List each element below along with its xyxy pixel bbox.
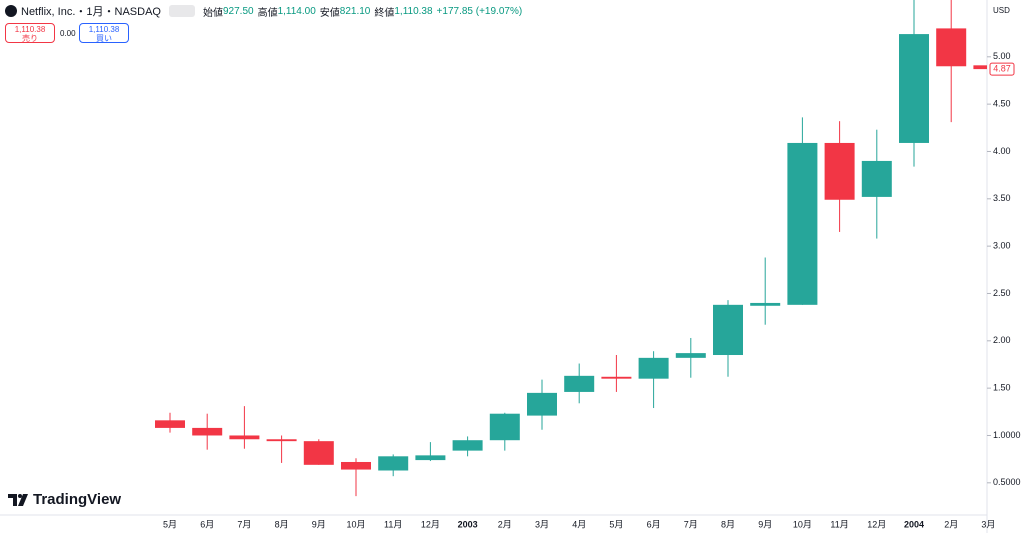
body <box>713 304 743 356</box>
logo-text: TradingView <box>33 491 122 508</box>
x-tick-label: 4月 <box>572 519 586 529</box>
x-tick-label: 2月 <box>498 519 512 529</box>
sell-price: 1,110.38 <box>14 25 46 34</box>
x-tick-label: 7月 <box>237 519 251 529</box>
last-price-label: 4.87 <box>993 63 1011 73</box>
buy-label: 買い <box>96 34 112 43</box>
body <box>787 142 818 305</box>
y-tick-label: 3.00 <box>993 241 1011 251</box>
x-tick-label: 9月 <box>312 519 326 529</box>
body <box>229 435 260 440</box>
logo-mark <box>8 493 28 506</box>
y-tick-label: 0.5000 <box>993 477 1021 487</box>
body <box>489 413 520 441</box>
body <box>266 439 297 442</box>
body <box>155 420 185 428</box>
compare-icons[interactable] <box>168 5 195 17</box>
symbol-icon <box>5 5 17 17</box>
body <box>452 440 483 451</box>
x-tick-label: 5月 <box>163 519 177 529</box>
x-tick-label: 7月 <box>684 519 698 529</box>
change: +177.85 (+19.07%) <box>436 5 523 17</box>
spread: 0.00 <box>60 29 76 38</box>
currency: USD <box>993 6 1010 15</box>
x-tick-label: 9月 <box>758 519 772 529</box>
body <box>638 357 669 379</box>
x-tick-label: 8月 <box>275 519 289 529</box>
y-tick-label: 3.50 <box>993 193 1011 203</box>
body <box>936 28 967 67</box>
body <box>192 427 223 436</box>
y-tick-label: 4.00 <box>993 146 1011 156</box>
x-tick-label: 2003 <box>458 519 478 529</box>
x-tick-label: 5月 <box>609 519 623 529</box>
x-tick-label: 12月 <box>867 519 886 529</box>
x-tick-label: 12月 <box>421 519 440 529</box>
y-tick-label: 1.50 <box>993 383 1011 393</box>
low-value: 821.10 <box>339 5 371 17</box>
open-label: 始値 <box>202 7 223 19</box>
x-tick-label: 6月 <box>200 519 214 529</box>
body <box>861 160 892 197</box>
body <box>415 455 446 461</box>
body <box>973 65 987 70</box>
buy-button[interactable]: 1,110.38 買い <box>79 23 129 43</box>
high-label: 高値 <box>257 7 278 19</box>
header: Netflix, Inc.・1月・NASDAQ 始値 927.50 高値 1,114… <box>0 0 522 22</box>
y-tick-label: 4.50 <box>993 99 1011 109</box>
close-label: 終値 <box>374 7 395 19</box>
y-tick-label: 2.00 <box>993 335 1011 345</box>
x-tick-label: 2004 <box>904 519 924 529</box>
symbol: Netflix, Inc.・1月・NASDAQ <box>21 6 161 18</box>
body <box>341 461 371 470</box>
y-tick-label: 1.0000 <box>993 430 1021 440</box>
x-tick-label: 11月 <box>384 519 402 529</box>
logo: TradingView <box>8 491 121 508</box>
body <box>824 142 855 200</box>
x-tick-label: 10月 <box>793 519 812 529</box>
body <box>527 392 557 416</box>
x-tick-label: 3月 <box>535 519 549 529</box>
x-tick-label: 6月 <box>647 519 661 529</box>
body <box>303 441 334 465</box>
candles <box>155 0 987 497</box>
open-value: 927.50 <box>222 5 254 17</box>
x-tick-label: 10月 <box>346 519 365 529</box>
last-price-box <box>989 62 1015 76</box>
y-tick-label: 5.00 <box>993 51 1011 61</box>
sell-button[interactable]: 1,110.38 売り <box>5 23 55 43</box>
high-value: 1,114.00 <box>277 5 316 17</box>
sell-label: 売り <box>22 34 38 43</box>
buy-price: 1,110.38 <box>88 25 120 34</box>
y-tick-label: 2.50 <box>993 288 1011 298</box>
close-value: 1,110.38 <box>394 5 433 17</box>
body <box>564 375 595 392</box>
x-tick-label: 11月 <box>830 519 848 529</box>
x-tick-label: 2月 <box>944 519 958 529</box>
body <box>750 302 781 306</box>
body <box>675 353 706 358</box>
x-tick-label: 8月 <box>721 519 735 529</box>
low-label: 安値 <box>319 7 340 19</box>
body <box>899 34 929 143</box>
body <box>601 376 632 379</box>
x-tick-label: 3月 <box>981 519 995 529</box>
body <box>378 456 409 471</box>
